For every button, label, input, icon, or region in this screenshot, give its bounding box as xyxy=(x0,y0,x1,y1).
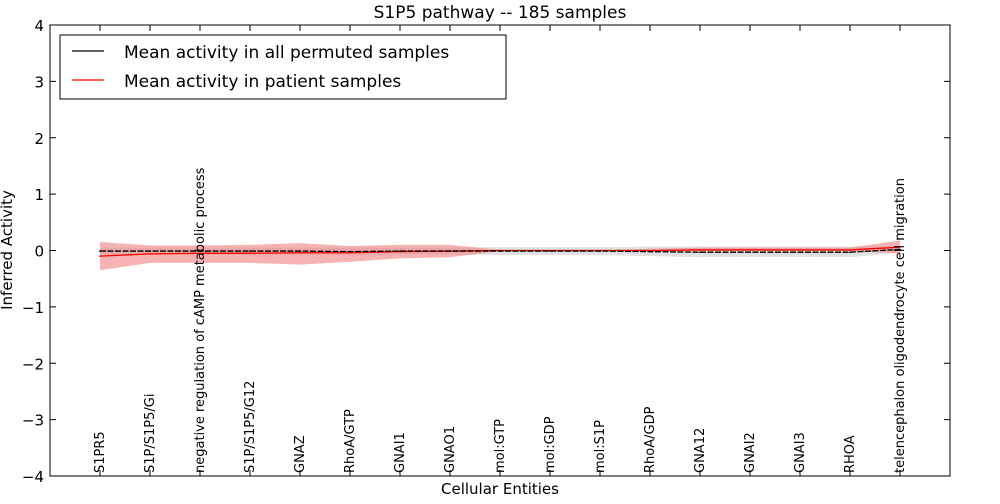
point-permuted xyxy=(449,250,451,252)
point-patient xyxy=(899,246,901,248)
point-permuted xyxy=(299,250,301,252)
x-tick-label: RhoA/GDP xyxy=(643,406,658,473)
point-permuted xyxy=(99,250,101,252)
point-permuted xyxy=(349,250,351,253)
x-tick-label: S1P/S1P5/Gi xyxy=(143,394,158,473)
y-tick-label: 3 xyxy=(34,73,44,91)
point-permuted xyxy=(699,251,701,253)
point-permuted xyxy=(599,250,601,252)
x-axis-label: Cellular Entities xyxy=(441,480,559,498)
y-tick-label: 2 xyxy=(34,130,44,148)
y-tick-label: −3 xyxy=(22,412,44,430)
point-permuted xyxy=(749,251,751,253)
legend-label-permuted: Mean activity in all permuted samples xyxy=(124,43,449,63)
y-tick-label: −4 xyxy=(22,468,44,486)
y-tick-label: 4 xyxy=(34,17,44,35)
x-tick-label: GNAO1 xyxy=(443,426,458,473)
x-tick-label: S1P/S1P5/G12 xyxy=(243,381,258,473)
point-permuted xyxy=(249,250,251,252)
point-patient xyxy=(199,252,201,255)
point-patient xyxy=(249,252,251,255)
x-tick-label: GNA12 xyxy=(693,428,708,473)
point-permuted xyxy=(149,250,151,252)
point-patient xyxy=(699,249,701,251)
y-tick-label: −1 xyxy=(22,299,44,317)
y-axis-label: Inferred Activity xyxy=(0,190,16,310)
point-patient xyxy=(99,255,101,257)
x-tick-label: GNAI2 xyxy=(743,432,758,473)
point-patient xyxy=(299,251,301,254)
x-tick-label: RHOA xyxy=(843,435,858,473)
point-permuted xyxy=(549,250,551,252)
x-tick-label: mol:GTP xyxy=(493,419,508,473)
point-patient xyxy=(799,249,801,251)
x-tick-label: GNAZ xyxy=(293,435,308,473)
point-permuted xyxy=(499,250,501,252)
point-permuted xyxy=(849,251,851,253)
x-tick-label: GNAI1 xyxy=(393,432,408,473)
point-patient xyxy=(749,249,751,251)
x-tick-label: negative regulation of cAMP metabolic pr… xyxy=(193,167,208,473)
x-tick-label: mol:GDP xyxy=(543,416,558,473)
y-tick-label: 1 xyxy=(34,186,44,204)
chart-title: S1P5 pathway -- 185 samples xyxy=(374,3,627,23)
x-tick-label: telencephalon oligodendrocyte cell migra… xyxy=(893,178,908,473)
x-tick-label: GNAI3 xyxy=(793,432,808,473)
point-patient xyxy=(349,251,351,254)
point-patient xyxy=(149,253,151,255)
point-patient xyxy=(649,249,651,252)
y-tick-label: −2 xyxy=(22,355,44,373)
point-permuted xyxy=(649,250,651,253)
point-patient xyxy=(849,249,851,251)
point-permuted xyxy=(799,251,801,253)
point-permuted xyxy=(899,248,901,251)
legend: Mean activity in all permuted samples Me… xyxy=(59,34,507,100)
y-tick-label: 0 xyxy=(34,243,44,261)
x-tick-label: S1PR5 xyxy=(93,431,108,473)
legend-label-patient: Mean activity in patient samples xyxy=(124,72,401,92)
x-tick-label: mol:S1P xyxy=(593,420,608,473)
band-patient xyxy=(100,240,900,271)
point-permuted xyxy=(399,250,401,252)
point-permuted xyxy=(199,250,201,252)
x-tick-label: RhoA/GTP xyxy=(343,409,358,473)
